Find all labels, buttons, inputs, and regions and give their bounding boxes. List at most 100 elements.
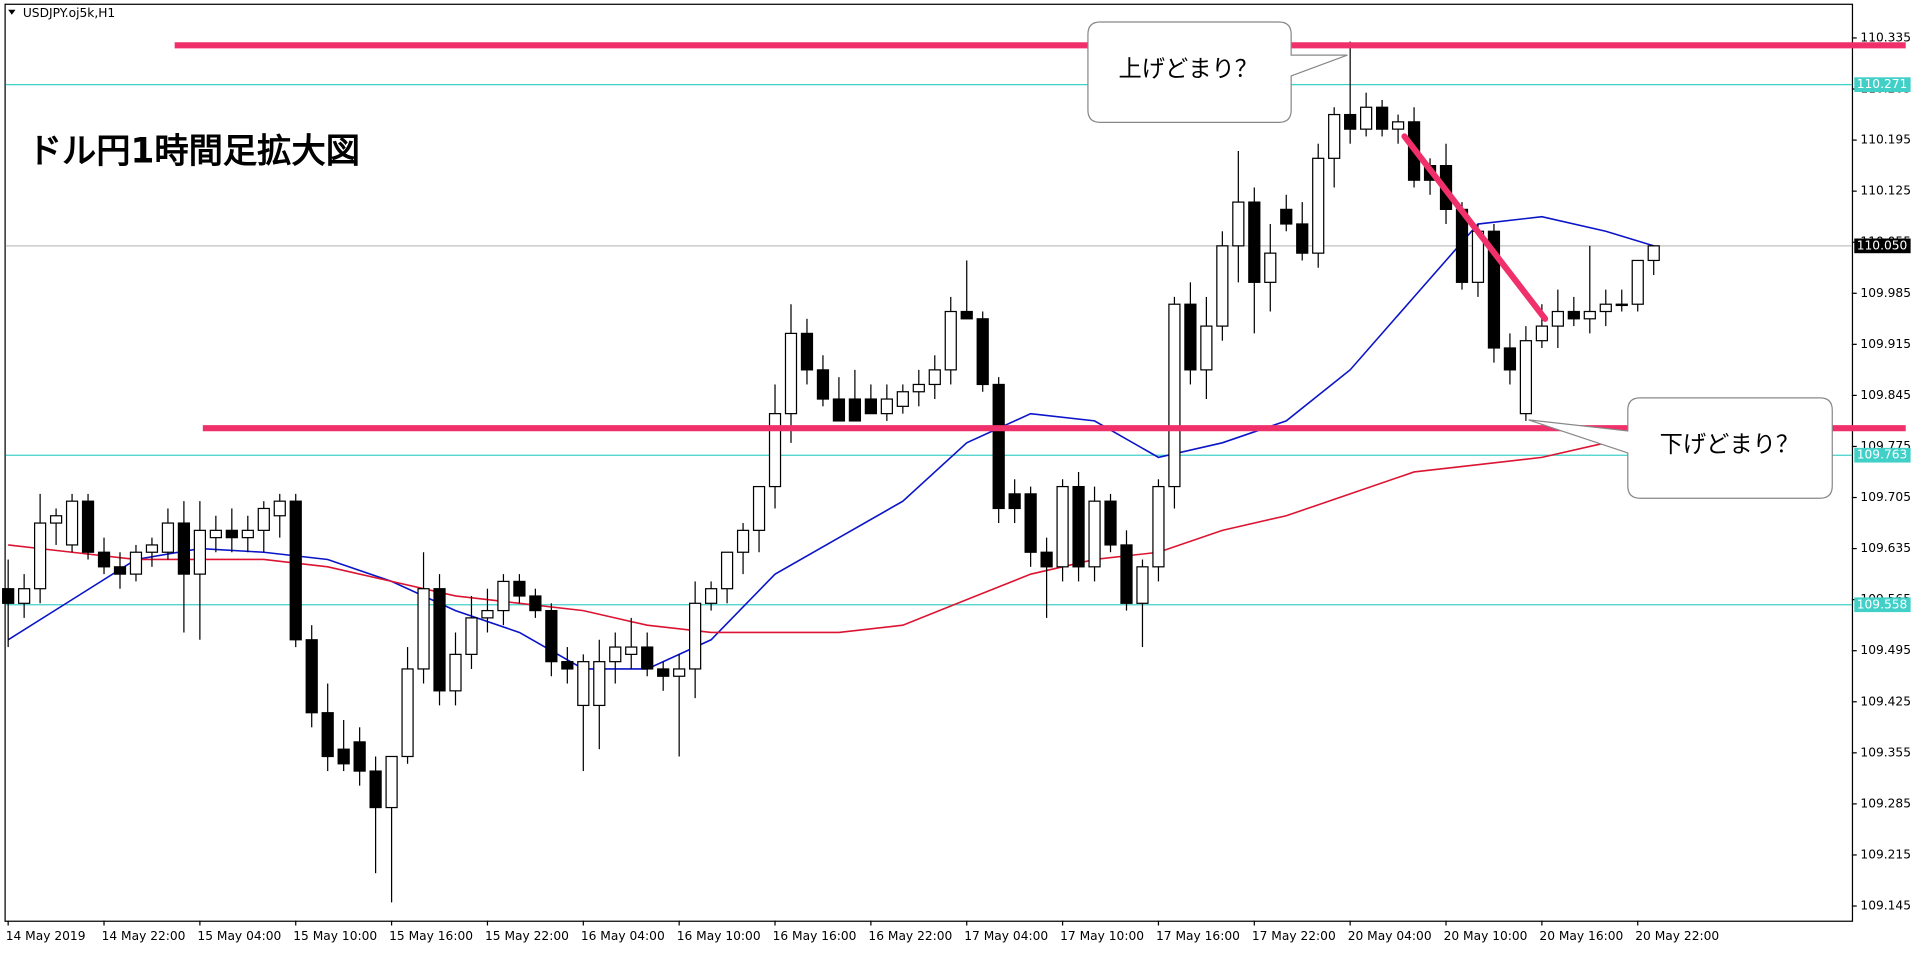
moving-average xyxy=(7,215,1655,670)
y-tick-label: 109.495 xyxy=(1860,643,1911,657)
candle-body xyxy=(609,646,622,663)
x-tick-label: 15 May 10:00 xyxy=(293,929,377,943)
candle-body xyxy=(1567,310,1580,320)
candle-body xyxy=(305,639,318,714)
candle-body xyxy=(1344,113,1357,130)
candle-body xyxy=(912,383,925,393)
current-price-label: 110.050 xyxy=(1857,238,1908,252)
candle-body xyxy=(1168,303,1181,488)
candle-body xyxy=(593,661,606,707)
y-tick-label: 110.195 xyxy=(1860,133,1911,147)
candle-body xyxy=(577,661,590,707)
level-label: 109.763 xyxy=(1857,448,1908,462)
candle-body xyxy=(161,522,175,553)
candle-body xyxy=(1264,252,1277,283)
candle-body xyxy=(928,369,941,386)
candle-body xyxy=(33,522,47,590)
candle-body xyxy=(864,398,877,415)
candle-body xyxy=(49,515,63,524)
candle-body xyxy=(529,595,542,612)
candle-body xyxy=(369,770,382,809)
callout-box xyxy=(1087,21,1348,124)
candle-body xyxy=(625,646,638,655)
candle-body xyxy=(1040,551,1053,568)
candle-body xyxy=(800,332,814,371)
y-tick-label: 109.705 xyxy=(1860,490,1911,504)
candle-body xyxy=(768,413,782,488)
candle-body xyxy=(880,398,893,415)
y-tick-label: 109.845 xyxy=(1860,388,1911,402)
y-tick-label: 109.145 xyxy=(1860,899,1911,913)
y-tick-label: 109.285 xyxy=(1860,796,1911,810)
candle-body xyxy=(513,580,526,597)
y-tick-label: 110.125 xyxy=(1860,184,1911,198)
x-tick-label: 17 May 22:00 xyxy=(1252,929,1336,943)
candle-body xyxy=(816,369,830,400)
x-tick-label: 14 May 2019 xyxy=(6,929,86,943)
candle-body xyxy=(321,712,334,758)
x-tick-label: 16 May 04:00 xyxy=(581,929,665,943)
callout-top: 上げどまり？ xyxy=(1087,21,1348,124)
candle-body xyxy=(353,741,366,772)
x-tick-label: 15 May 04:00 xyxy=(197,929,281,943)
candle-body xyxy=(417,588,430,670)
candle-body xyxy=(129,551,143,575)
candle-body xyxy=(241,529,254,539)
candle-body xyxy=(657,668,670,677)
candle-body xyxy=(561,661,574,670)
candle-body xyxy=(752,485,766,531)
candle-body xyxy=(1535,325,1548,342)
annotation: 下げどまり？ xyxy=(1660,431,1800,458)
candle-body xyxy=(848,398,862,422)
candle-body xyxy=(976,318,989,386)
candle-body xyxy=(960,310,973,320)
candle-body xyxy=(81,500,95,553)
current-price-box xyxy=(1854,238,1911,254)
candle-body xyxy=(97,551,111,568)
y-tick-label: 109.355 xyxy=(1860,745,1911,759)
candle-body xyxy=(1647,245,1660,262)
candle-body xyxy=(545,609,558,663)
chart-title: ドル円1時間足拡大図 xyxy=(28,132,360,172)
candle-body xyxy=(481,609,494,619)
x-tick-label: 20 May 04:00 xyxy=(1348,929,1432,943)
candle-body xyxy=(1551,310,1564,327)
level-label: 109.558 xyxy=(1857,597,1908,611)
candle-body xyxy=(225,529,238,539)
candle-body xyxy=(736,529,750,553)
symbol: USDJPY.oj5k,H1 xyxy=(23,6,115,20)
candle-body xyxy=(257,507,270,531)
candle-body xyxy=(401,668,414,758)
candle-body xyxy=(992,383,1005,510)
candle-body xyxy=(1184,303,1197,371)
y-tick-label: 109.915 xyxy=(1860,337,1911,351)
candle-body xyxy=(1024,493,1037,553)
plot-frame xyxy=(4,3,1854,922)
candle-body xyxy=(673,668,686,677)
y-tick-label: 109.985 xyxy=(1860,286,1911,300)
candle-body xyxy=(1599,303,1612,313)
x-tick-label: 17 May 16:00 xyxy=(1156,929,1240,943)
candle-body xyxy=(1072,485,1085,568)
candle-body xyxy=(1360,106,1373,130)
candle-body xyxy=(1104,500,1117,546)
candle-body xyxy=(1503,347,1517,371)
candle-body xyxy=(209,529,222,539)
candle-body xyxy=(65,500,79,546)
candle-body xyxy=(704,588,718,604)
candle-body xyxy=(1056,485,1069,568)
annotation: 上げどまり？ xyxy=(1119,55,1259,82)
candle-body xyxy=(689,602,702,670)
candle-body xyxy=(1487,230,1501,349)
callout-box xyxy=(1528,397,1833,499)
candle-body xyxy=(497,580,510,612)
x-tick-label: 17 May 04:00 xyxy=(964,929,1048,943)
candle-body xyxy=(1312,157,1325,254)
candle-body xyxy=(1136,566,1149,604)
menu-arrow[interactable] xyxy=(8,9,16,15)
candle-body xyxy=(273,500,286,517)
candle-body xyxy=(1631,259,1644,305)
y-tick-label: 110.335 xyxy=(1860,30,1911,44)
candle-body xyxy=(720,551,734,590)
x-tick-label: 15 May 22:00 xyxy=(485,929,569,943)
